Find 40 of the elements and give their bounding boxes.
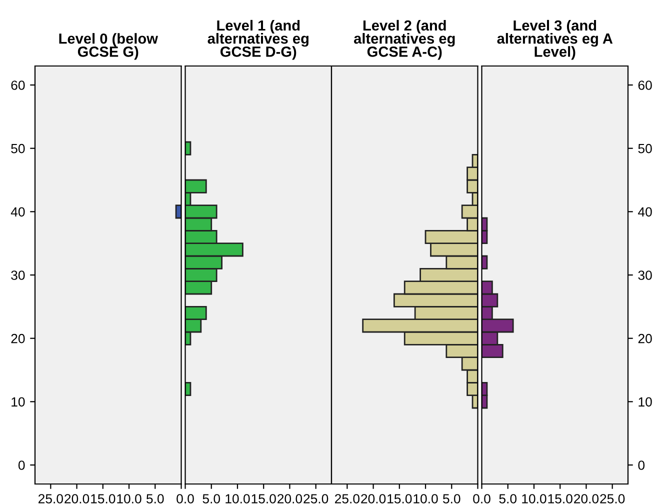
x-tick-label: 15.0 xyxy=(91,494,116,504)
chart-title: Level 3 (and alternatives eg A Level) xyxy=(497,20,613,60)
chart-title: Level 2 (and alternatives eg GCSE A-C) xyxy=(354,20,455,60)
x-tick-label: 20.0 xyxy=(64,494,90,504)
x-tick-label: 5.0 xyxy=(442,494,460,504)
y-tick-label: 50 xyxy=(638,144,652,154)
x-tick-label: 25.0 xyxy=(38,494,63,504)
x-tick-label: 20.0 xyxy=(278,494,302,504)
y-tick-label: 20 xyxy=(638,334,652,344)
y-tick-label: 40 xyxy=(10,207,25,217)
y-tick-label: 20 xyxy=(11,334,25,344)
y-tick-label: 60 xyxy=(638,80,652,90)
chart-title: Level 0 (below GCSE G) xyxy=(59,33,158,60)
y-tick-label: 40 xyxy=(638,207,652,217)
x-tick-label: 10.0 xyxy=(522,494,546,504)
y-tick-label: 60 xyxy=(11,80,25,90)
y-tick-label: 0 xyxy=(638,460,645,470)
x-tick-label: 15.0 xyxy=(548,494,572,504)
x-tick-label: 25.0 xyxy=(600,494,625,504)
x-tick-label: 0.0 xyxy=(473,494,490,504)
x-tick-label: 5.0 xyxy=(499,494,517,504)
x-tick-label: 5.0 xyxy=(202,494,220,504)
x-tick-label: 20.0 xyxy=(361,494,386,504)
x-tick-label: 25.0 xyxy=(304,494,328,504)
y-tick-label: 30 xyxy=(11,270,25,280)
x-tick-label: 10.0 xyxy=(117,494,142,504)
x-tick-label: 15.0 xyxy=(388,494,412,504)
x-tick-label: 20.0 xyxy=(574,494,599,504)
x-tick-label: 15.0 xyxy=(252,494,276,504)
chart-title: Level 1 (and alternatives eg GCSE D-G) xyxy=(208,20,308,60)
x-tick-label: 5.0 xyxy=(146,494,164,504)
y-tick-label: 0 xyxy=(18,460,25,470)
x-tick-label: 0.0 xyxy=(176,494,194,504)
y-tick-label: 30 xyxy=(638,270,652,280)
x-tick-label: 25.0 xyxy=(334,494,360,504)
x-tick-label: 10.0 xyxy=(414,494,438,504)
y-tick-label: 10 xyxy=(12,397,25,407)
y-tick-label: 10 xyxy=(638,397,652,407)
y-tick-label: 50 xyxy=(11,144,25,154)
x-tick-label: 10.0 xyxy=(226,494,250,504)
